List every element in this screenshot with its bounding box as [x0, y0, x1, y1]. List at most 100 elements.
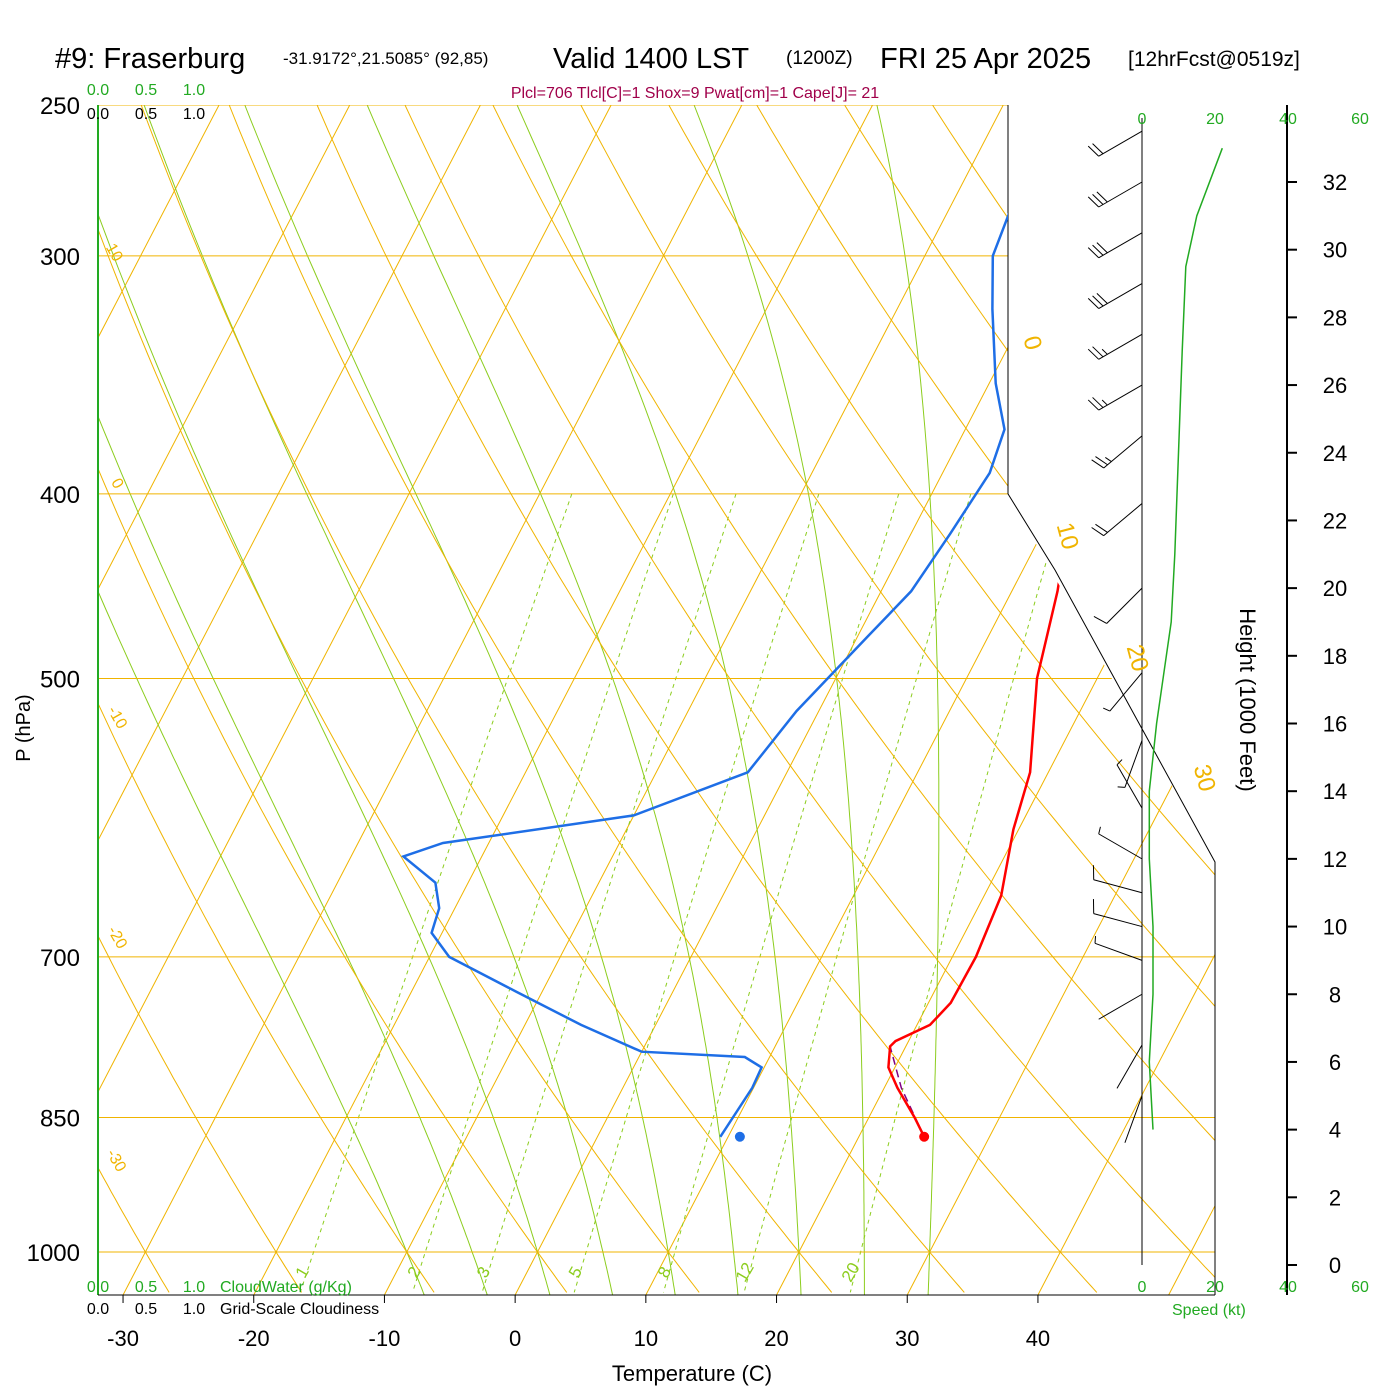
valid-time: Valid 1400 LST [553, 43, 749, 75]
top-cloudwater-tick: 0.0 [87, 82, 109, 99]
wind-barb [1087, 181, 1143, 208]
height-tick-label: 26 [1323, 373, 1347, 398]
wind-barb [1092, 899, 1143, 928]
height-tick-label: 10 [1323, 915, 1347, 940]
x-axis-title: Temperature (C) [612, 1361, 772, 1386]
mixing-ratio-label: 12 [732, 1259, 758, 1285]
mixing-ratio-line [412, 493, 674, 1293]
height-tick-label: 18 [1323, 644, 1347, 669]
wind-barb [1124, 1095, 1143, 1143]
station-title: #9: Fraserburg [55, 43, 245, 75]
speed-tick-label: 60 [1351, 111, 1369, 128]
top-cloudiness-tick: 0.5 [135, 106, 157, 123]
mixing-ratio-label: 20 [838, 1259, 864, 1285]
wind-layer [1087, 130, 1224, 1143]
bottom-cloudwater-tick: 1.0 [183, 1279, 205, 1296]
dry-adiabat-line [1019, 105, 1215, 1293]
forecast-date: FRI 25 Apr 2025 [880, 43, 1091, 75]
wind-barb [1087, 333, 1143, 360]
speed-tick-label: 0 [1138, 111, 1147, 128]
mixing-ratio-line [481, 493, 737, 1293]
dry-adiabat-label: -10 [104, 703, 130, 732]
dry-adiabat-line [404, 105, 1215, 1293]
height-tick-label: 28 [1323, 305, 1347, 330]
temperature-line [887, 121, 1133, 1138]
mixing-ratio-label: 5 [565, 1263, 586, 1281]
wind-barb [1087, 283, 1143, 309]
wind-barb [1087, 130, 1143, 157]
wind-barb [1087, 384, 1143, 411]
bottom-cloudwater-tick: 0.5 [135, 1279, 157, 1296]
isotherm-line [122, 105, 743, 1295]
dry-adiabat-label: 30 [1188, 762, 1221, 795]
profile-layer [400, 121, 1133, 1142]
pressure-tick-label: 850 [40, 1106, 80, 1133]
dry-adiabat-label: -30 [103, 1146, 129, 1175]
wind-barb [1091, 503, 1143, 537]
height-tick-label: 32 [1323, 170, 1347, 195]
temp-tick-label: -30 [107, 1326, 139, 1351]
temp-tick-label: -20 [238, 1326, 270, 1351]
height-tick-label: 22 [1323, 508, 1347, 533]
isotherm-line [514, 105, 1135, 1295]
pressure-tick-label: 300 [40, 244, 80, 271]
isotherm-line [1168, 105, 1215, 1295]
dry-adiabat-line [98, 105, 568, 1293]
dry-adiabat-line [1284, 105, 1400, 1292]
moist-adiabat-line [516, 105, 802, 1295]
top-cloudiness-tick: 1.0 [183, 106, 205, 123]
moist-adiabat-line [693, 105, 865, 1295]
height-tick-label: 0 [1329, 1253, 1341, 1278]
temp-tick-label: -10 [369, 1326, 401, 1351]
bottom-cloudiness-tick: 0.5 [135, 1301, 157, 1318]
moist-adiabat-layer [98, 105, 940, 1295]
wind-barb [1094, 936, 1143, 961]
speed-tick-label: 20 [1206, 1279, 1224, 1296]
wind-barb [1091, 435, 1143, 469]
wind-barb [1098, 993, 1143, 1020]
mixing-ratio-line [849, 493, 1066, 1293]
station-coords: -31.9172°,21.5085° (92,85) [283, 49, 488, 68]
dry-adiabat-label: 0 [107, 476, 126, 492]
speed-tick-label: 0 [1138, 1279, 1147, 1296]
dry-adiabat-line [98, 105, 435, 1293]
dry-adiabat-line [844, 105, 1215, 1293]
height-tick-label: 24 [1323, 441, 1347, 466]
speed-tick-label: 20 [1206, 111, 1224, 128]
height-tick-label: 12 [1323, 847, 1347, 872]
mixing-ratio-label: 3 [473, 1263, 494, 1281]
wind-barb [1117, 740, 1143, 788]
mixing-ratio-line [663, 493, 900, 1293]
pressure-tick-label: 700 [40, 945, 80, 972]
temp-tick-label: 0 [509, 1326, 521, 1351]
moist-adiabat-line [244, 105, 676, 1295]
isotherm-line [1299, 105, 1400, 1295]
dry-adiabat-label: 10 [102, 241, 126, 265]
mixing-ratio-line [743, 493, 972, 1293]
dry-adiabat-line [140, 105, 833, 1293]
height-tick-label: 2 [1329, 1185, 1341, 1210]
top-cloudiness-tick: 0.0 [87, 106, 109, 123]
dry-adiabat-label: 20 [1121, 642, 1154, 675]
wind-barb [1116, 759, 1143, 809]
isotherm-layer [98, 105, 1400, 1295]
bottom-cloudiness-tick: 0.0 [87, 1301, 109, 1318]
utc-time: (1200Z) [786, 48, 853, 69]
temp-tick-label: 30 [895, 1326, 919, 1351]
wind-barb [1093, 587, 1143, 624]
temp-tick-label: 10 [634, 1326, 658, 1351]
dry-adiabat-label: 10 [1051, 520, 1084, 553]
bottom-cloudiness-tick: 1.0 [183, 1301, 205, 1318]
dry-adiabat-line [316, 105, 1098, 1293]
dry-adiabat-line [492, 105, 1215, 1293]
dry-adiabat-line [668, 105, 1215, 1293]
speed-tick-label: 40 [1279, 111, 1297, 128]
pressure-tick-label: 250 [40, 93, 80, 120]
moist-adiabat-line [366, 105, 739, 1295]
isotherm-line [98, 105, 351, 1295]
isotherm-line [383, 105, 1004, 1295]
sounding-indices: Plcl=706 Tlcl[C]=1 Shox=9 Pwat[cm]=1 Cap… [511, 85, 879, 102]
dewpoint-line [400, 121, 1032, 1138]
